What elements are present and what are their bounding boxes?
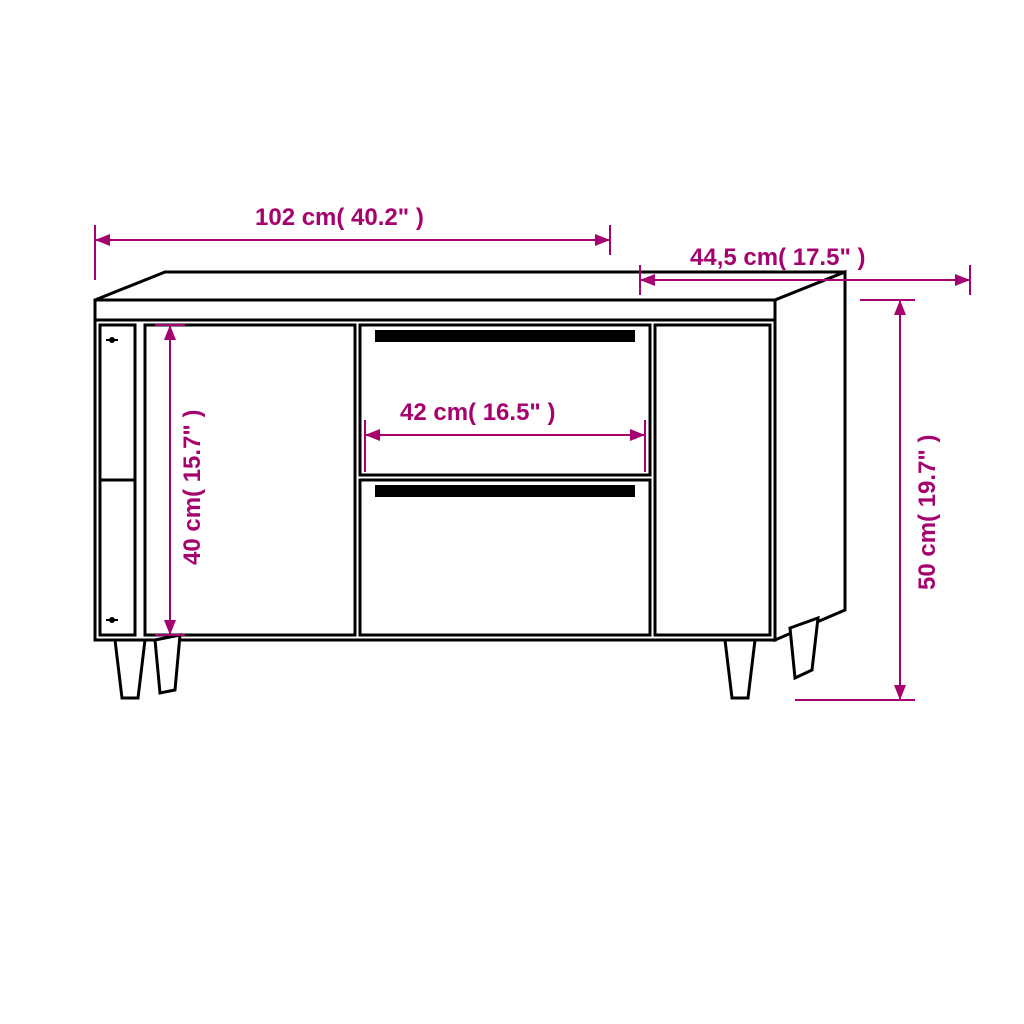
arrowhead-icon	[894, 300, 906, 315]
drawer-handle-bottom	[375, 485, 635, 497]
leg-front-right	[725, 640, 755, 698]
cabinet-top-front	[95, 300, 775, 320]
left-door	[145, 325, 355, 635]
leg-back-left	[155, 635, 180, 693]
cabinet-right-side	[775, 272, 845, 640]
dim-label-drawer: 42 cm( 16.5" )	[400, 399, 555, 426]
technical-diagram: 102 cm( 40.2" ) 44,5 cm( 17.5" ) 42 cm( …	[0, 0, 1024, 1024]
arrowhead-icon	[955, 274, 970, 286]
furniture-dimension-svg: 102 cm( 40.2" ) 44,5 cm( 17.5" ) 42 cm( …	[0, 0, 1024, 1024]
arrowhead-icon	[95, 234, 110, 246]
leg-back-right	[790, 618, 818, 678]
dim-label-door-height: 40 cm( 15.7" )	[179, 410, 206, 565]
arrowhead-icon	[894, 685, 906, 700]
dim-label-height: 50 cm( 19.7" )	[914, 435, 941, 590]
cabinet-top-surface	[95, 272, 845, 300]
arrowhead-icon	[595, 234, 610, 246]
right-door	[655, 325, 770, 635]
drawer-handle-top	[375, 330, 635, 342]
dim-label-width: 102 cm( 40.2" )	[255, 204, 424, 231]
drawer-bottom	[360, 480, 650, 635]
dim-label-depth: 44,5 cm( 17.5" )	[690, 244, 865, 271]
leg-front-left	[115, 640, 145, 698]
